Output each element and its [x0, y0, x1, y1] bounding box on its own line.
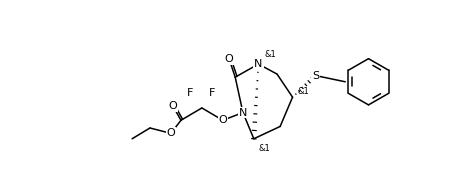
Text: N: N [239, 108, 247, 118]
Text: O: O [219, 115, 227, 125]
Text: O: O [169, 101, 177, 111]
Text: S: S [312, 71, 319, 81]
Text: &1: &1 [264, 50, 277, 59]
Text: O: O [167, 128, 175, 138]
Text: F: F [209, 88, 215, 98]
Text: O: O [225, 54, 234, 64]
Text: N: N [254, 59, 263, 69]
Text: F: F [187, 88, 193, 98]
Text: &1: &1 [258, 144, 270, 153]
Text: &1: &1 [297, 87, 309, 96]
